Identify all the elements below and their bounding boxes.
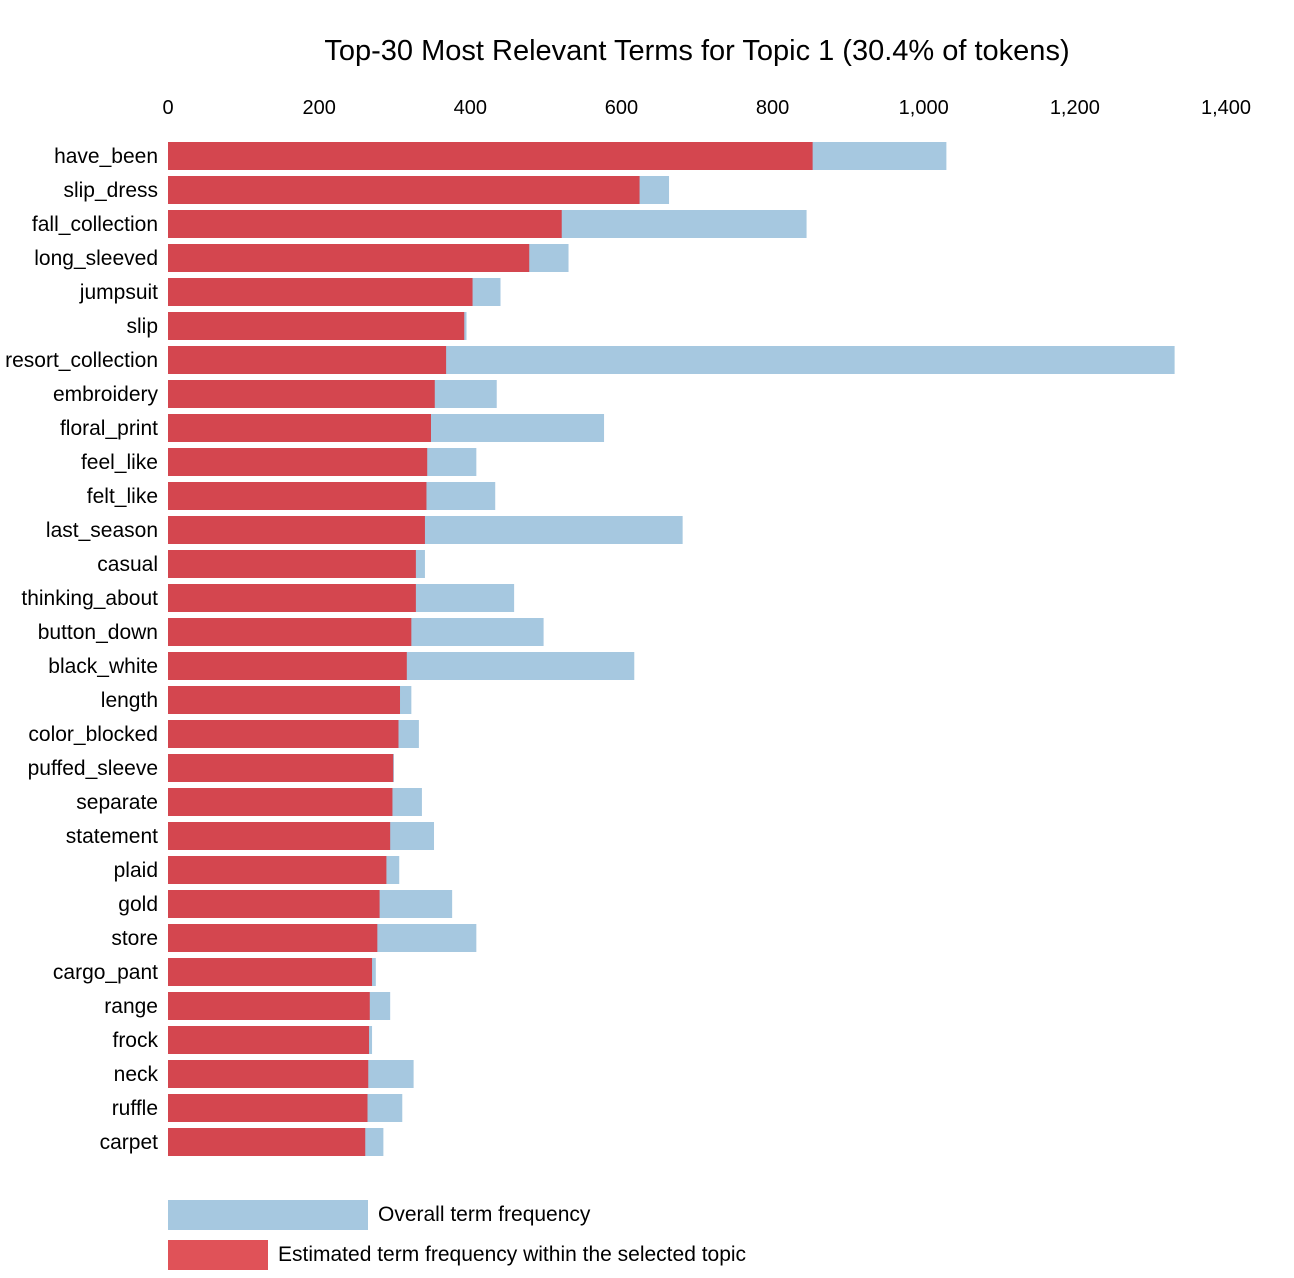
topic-frequency-bar bbox=[168, 958, 373, 986]
topic-frequency-bar bbox=[168, 210, 562, 238]
topic-frequency-bar bbox=[168, 278, 473, 306]
topic-frequency-bar bbox=[168, 1128, 366, 1156]
topic-frequency-bar bbox=[168, 142, 813, 170]
topic-frequency-bar bbox=[168, 856, 387, 884]
topic-frequency-bar bbox=[168, 482, 427, 510]
topic-frequency-bar bbox=[168, 346, 447, 374]
bars bbox=[168, 142, 1175, 1156]
term-label: slip bbox=[126, 315, 158, 338]
term-label: slip_dress bbox=[63, 179, 158, 202]
topic-frequency-bar bbox=[168, 890, 380, 918]
term-label: statement bbox=[66, 825, 158, 848]
legend: Overall term frequency Estimated term fr… bbox=[168, 1200, 746, 1270]
x-tick-label: 800 bbox=[756, 97, 789, 119]
term-label: last_season bbox=[46, 519, 158, 542]
topic-frequency-bar bbox=[168, 788, 393, 816]
topic-frequency-bar bbox=[168, 1026, 370, 1054]
term-label: length bbox=[101, 689, 158, 712]
topic-frequency-bar bbox=[168, 686, 401, 714]
topic-frequency-bar bbox=[168, 550, 416, 578]
x-axis: 0 200 400 600 800 1,000 1,200 1,400 bbox=[162, 97, 1251, 119]
term-labels: have_been slip_dress fall_collection long_s… bbox=[5, 145, 158, 1154]
topic-frequency-bar bbox=[168, 992, 370, 1020]
topic-frequency-bar bbox=[168, 584, 416, 612]
term-label: gold bbox=[118, 893, 158, 916]
x-tick-label: 0 bbox=[162, 97, 173, 119]
term-label: button_down bbox=[38, 621, 158, 644]
term-label: neck bbox=[114, 1063, 159, 1086]
term-label: thinking_about bbox=[21, 587, 158, 610]
legend-swatch-overall bbox=[168, 1200, 368, 1230]
term-label: ruffle bbox=[112, 1097, 158, 1120]
term-label: carpet bbox=[100, 1131, 159, 1154]
term-label: have_been bbox=[54, 145, 158, 168]
topic-frequency-bar bbox=[168, 652, 407, 680]
term-label: felt_like bbox=[87, 485, 158, 508]
term-label: floral_print bbox=[60, 417, 158, 440]
term-label: separate bbox=[76, 791, 158, 814]
term-label: puffed_sleeve bbox=[28, 757, 158, 780]
topic-frequency-bar bbox=[168, 1094, 368, 1122]
term-label: color_blocked bbox=[28, 723, 158, 746]
term-label: jumpsuit bbox=[79, 281, 158, 304]
term-label: store bbox=[111, 927, 158, 950]
topic-frequency-bar bbox=[168, 1060, 369, 1088]
topic-frequency-bar bbox=[168, 754, 394, 782]
term-label: black_white bbox=[48, 655, 158, 678]
x-tick-label: 1,200 bbox=[1050, 97, 1100, 119]
chart-title: Top-30 Most Relevant Terms for Topic 1 (… bbox=[324, 35, 1069, 67]
topic-frequency-bar bbox=[168, 448, 428, 476]
term-label: cargo_pant bbox=[53, 961, 158, 984]
topic-frequency-bar bbox=[168, 924, 378, 952]
x-tick-label: 1,400 bbox=[1201, 97, 1251, 119]
x-tick-label: 200 bbox=[302, 97, 335, 119]
term-label: fall_collection bbox=[32, 213, 158, 236]
term-label: frock bbox=[112, 1029, 158, 1052]
topic-frequency-bar bbox=[168, 720, 399, 748]
term-label: range bbox=[104, 995, 158, 1018]
x-tick-label: 600 bbox=[605, 97, 638, 119]
x-tick-label: 400 bbox=[454, 97, 487, 119]
topic-frequency-bar bbox=[168, 516, 425, 544]
legend-swatch-topic bbox=[168, 1240, 268, 1270]
term-label: embroidery bbox=[53, 383, 159, 406]
topic-frequency-bar bbox=[168, 822, 391, 850]
topic-frequency-bar bbox=[168, 618, 412, 646]
topic-frequency-bar bbox=[168, 244, 530, 272]
term-label: plaid bbox=[114, 859, 158, 882]
term-label: long_sleeved bbox=[34, 247, 158, 270]
term-label: casual bbox=[97, 553, 158, 576]
legend-label-topic: Estimated term frequency within the sele… bbox=[278, 1243, 746, 1266]
topic-frequency-bar bbox=[168, 176, 640, 204]
legend-label-overall: Overall term frequency bbox=[378, 1203, 591, 1226]
topic-frequency-bar bbox=[168, 312, 465, 340]
topic-frequency-bar bbox=[168, 414, 431, 442]
x-tick-label: 1,000 bbox=[899, 97, 949, 119]
term-label: resort_collection bbox=[5, 349, 158, 372]
term-label: feel_like bbox=[81, 451, 158, 474]
topic-frequency-bar bbox=[168, 380, 435, 408]
